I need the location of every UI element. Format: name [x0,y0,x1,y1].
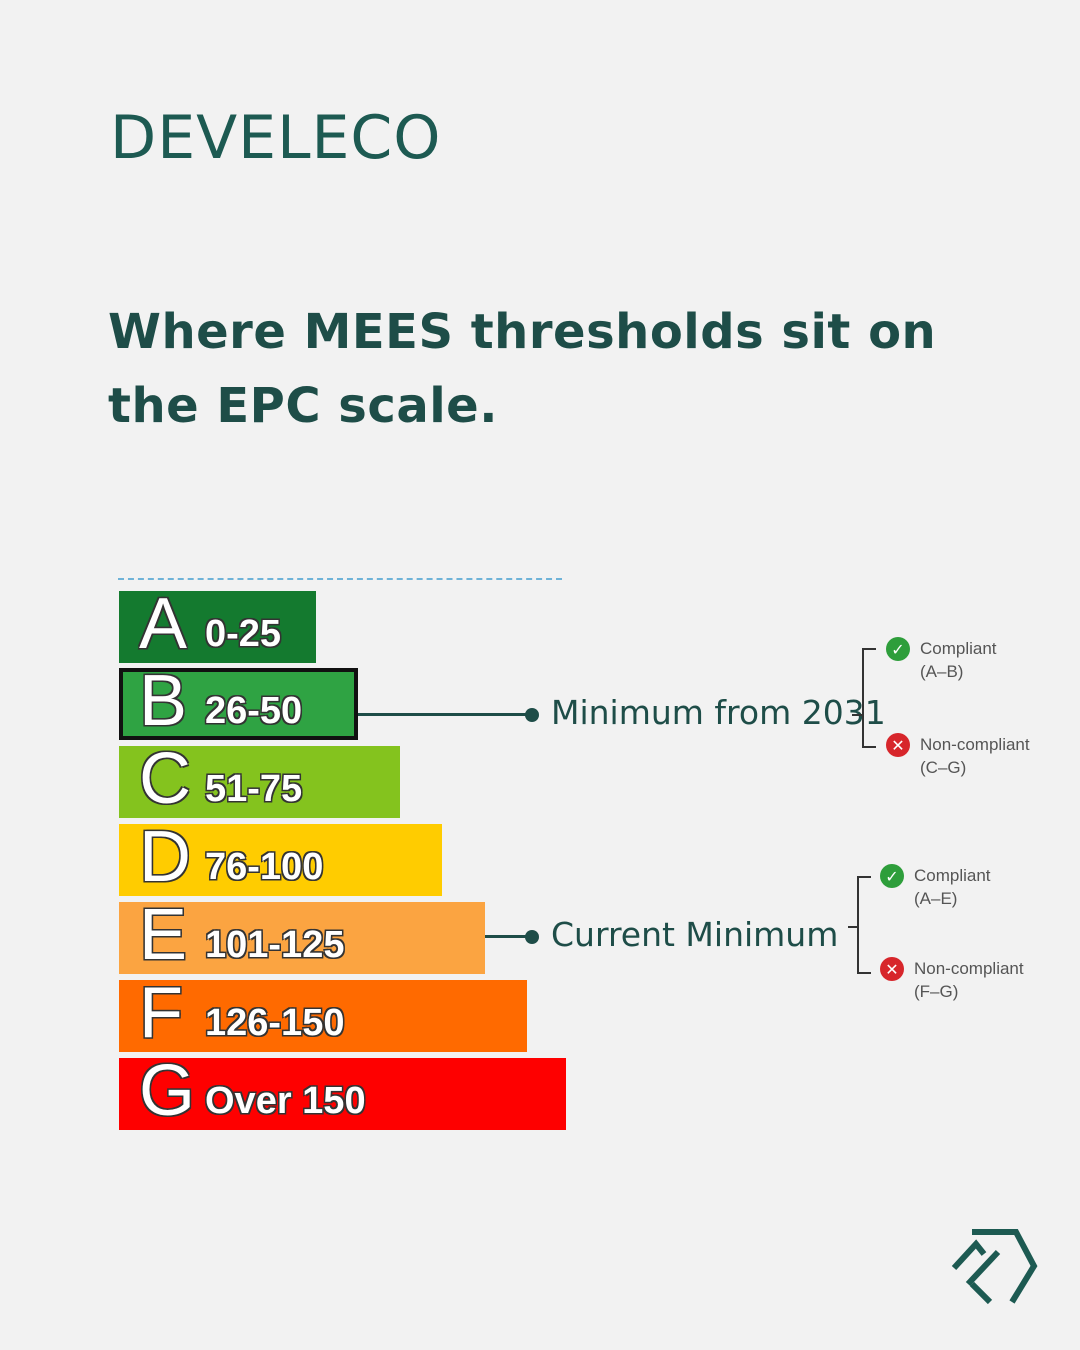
bracket-tick [852,714,862,716]
band-letter: D [139,817,191,897]
status-range: (A–E) [914,889,958,908]
status-title: Non-compliant [914,959,1024,978]
callout-current-minimum: Current Minimum [551,915,839,954]
connector-line-current [485,935,530,938]
band-range: 126-150 [205,1001,345,1044]
status-range: (F–G) [914,982,959,1001]
band-letter: F [139,973,183,1053]
status-noncompliant-current: ✕ Non-compliant (F–G) [880,957,1024,1003]
connector-dot-current [525,930,539,944]
callout-minimum-2031: Minimum from 2031 [551,693,886,732]
connector-dot-2031 [525,708,539,722]
bracket-2031 [862,648,876,748]
epc-band-f: F 126-150 [119,973,527,1053]
check-circle-icon: ✓ [886,637,910,661]
band-letter: A [139,584,188,664]
bracket-tick [848,926,858,928]
status-compliant-2031: ✓ Compliant (A–B) [886,637,997,683]
band-letter: E [139,895,188,975]
cross-circle-icon: ✕ [886,733,910,757]
band-letter: G [139,1051,196,1131]
develeco-logo: DEVELECO [110,103,442,173]
epc-band-b: B 26-50 [119,661,358,741]
band-range: 51-75 [205,767,303,810]
epc-band-g: G Over 150 [119,1051,566,1131]
check-circle-icon: ✓ [880,864,904,888]
epc-band-d: D 76-100 [119,817,442,897]
band-range: Over 150 [205,1079,366,1122]
epc-band-c: C 51-75 [119,739,400,819]
epc-band-a: A 0-25 [119,584,316,664]
cross-circle-icon: ✕ [880,957,904,981]
band-range: 76-100 [205,845,324,888]
status-range: (A–B) [920,662,964,681]
status-title: Non-compliant [920,735,1030,754]
band-range: 101-125 [205,923,345,966]
brand-mark-icon [951,1229,1038,1305]
band-letter: C [139,739,191,819]
band-letter: B [139,661,188,741]
band-range: 26-50 [205,689,303,732]
status-compliant-current: ✓ Compliant (A–E) [880,864,991,910]
status-title: Compliant [920,639,997,658]
status-range: (C–G) [920,758,967,777]
connector-line-2031 [358,713,530,716]
page-title: Where MEES thresholds sit on the EPC sca… [108,304,937,434]
status-noncompliant-2031: ✕ Non-compliant (C–G) [886,733,1030,779]
bracket-current [857,876,871,974]
band-range: 0-25 [205,612,282,655]
epc-band-e: E 101-125 [119,895,485,975]
dashed-divider [118,578,562,580]
status-title: Compliant [914,866,991,885]
